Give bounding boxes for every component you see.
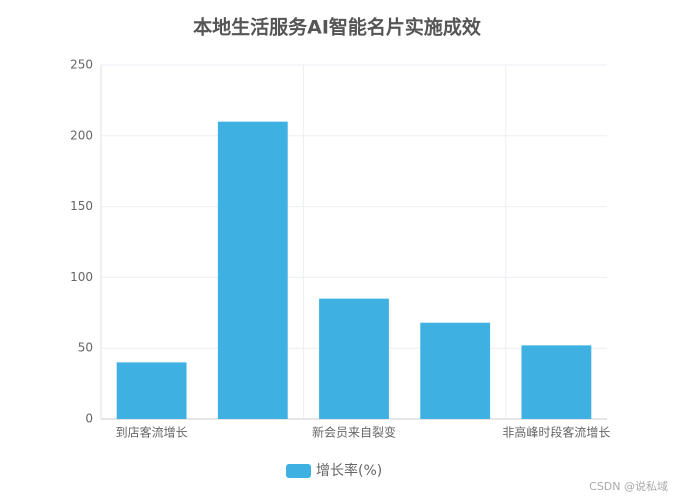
watermark: CSDN @说私域 — [589, 479, 668, 493]
y-tick-label: 0 — [85, 412, 93, 426]
y-tick-label: 200 — [70, 128, 93, 142]
x-tick-label: 非高峰时段客流增长 — [502, 425, 610, 440]
chart-title: 本地生活服务AI智能名片实施成效 — [193, 16, 481, 39]
legend-swatch — [286, 464, 311, 478]
x-tick-label: 新会员来自裂变 — [312, 425, 396, 440]
legend-label: 增长率(%) — [316, 462, 382, 479]
bar — [116, 362, 187, 419]
bar — [420, 322, 491, 419]
y-tick-label: 150 — [70, 199, 93, 213]
bar — [319, 298, 389, 419]
y-tick-label: 50 — [78, 341, 93, 355]
y-tick-label: 250 — [70, 58, 93, 72]
bar — [521, 345, 592, 419]
x-tick-label: 到店客流增长 — [116, 425, 188, 440]
y-tick-label: 100 — [70, 270, 93, 284]
bar — [217, 121, 288, 419]
